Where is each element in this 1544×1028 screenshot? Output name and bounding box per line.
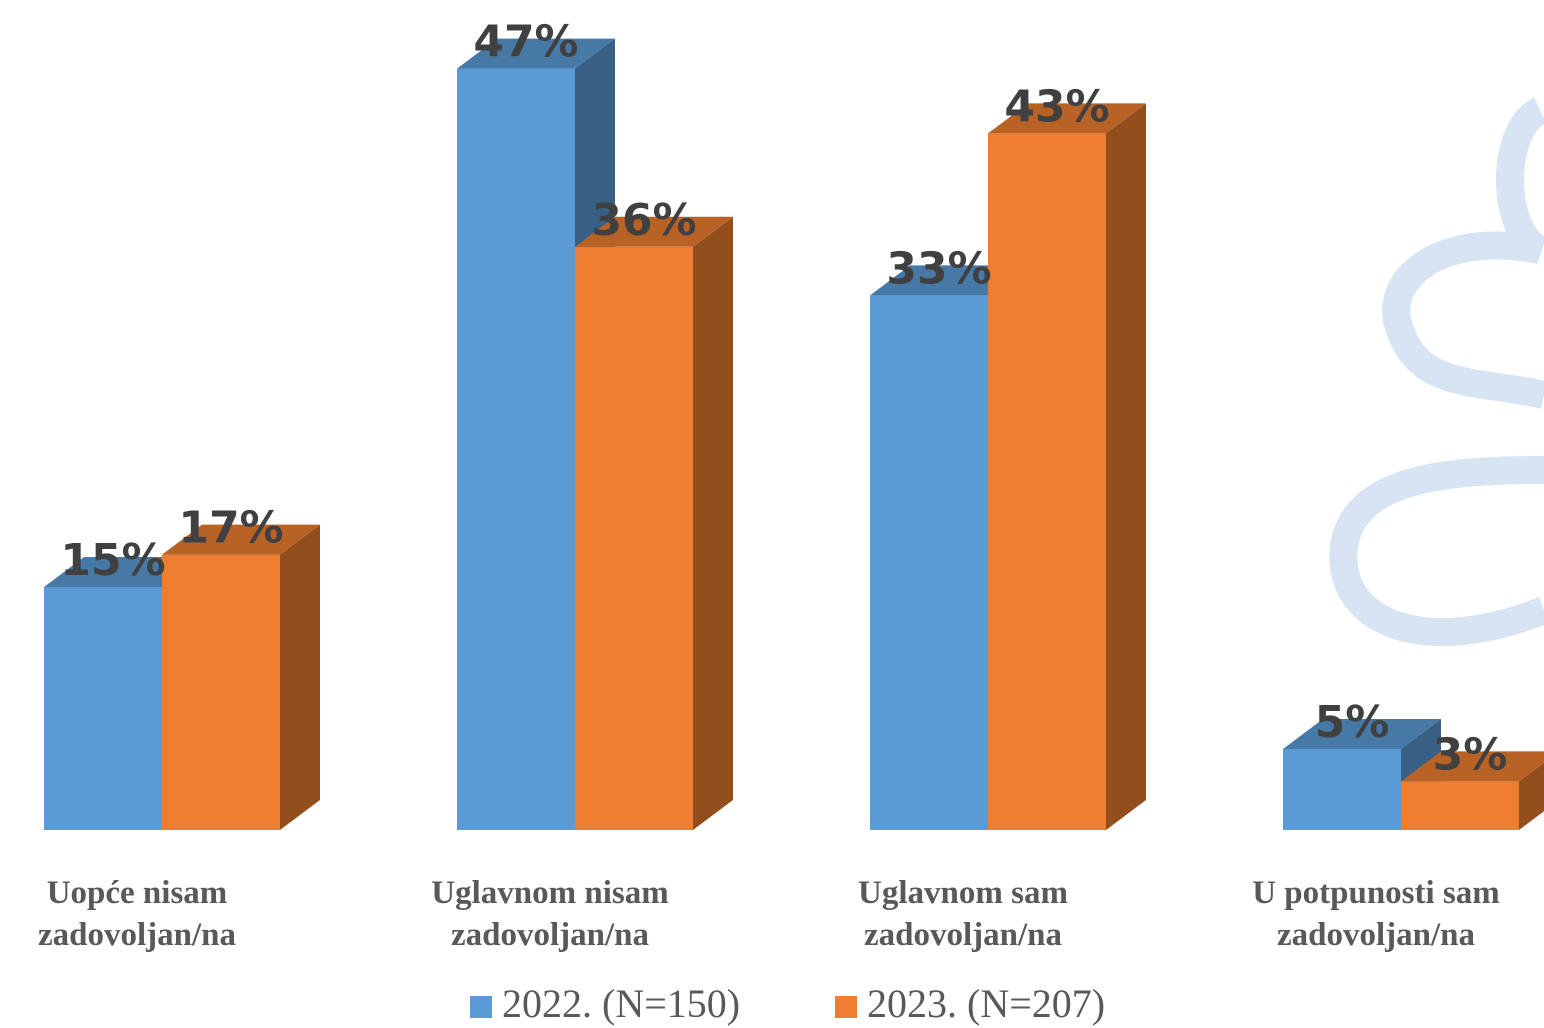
bar-top xyxy=(1283,719,1441,749)
value-label: 47% xyxy=(473,17,578,68)
bar xyxy=(988,133,1106,830)
bar-top xyxy=(575,216,733,247)
value-label: 43% xyxy=(1004,81,1109,132)
bar-side xyxy=(693,216,733,831)
value-label: 33% xyxy=(886,243,991,294)
bar xyxy=(457,68,575,831)
bar xyxy=(1401,781,1519,830)
value-label: 36% xyxy=(591,195,696,246)
x-tick-label: Uopće nisam zadovoljan/na xyxy=(37,875,237,953)
bar xyxy=(1283,749,1401,830)
x-tick-label: Uglavnom sam zadovoljan/na xyxy=(858,875,1068,953)
bar xyxy=(870,295,988,830)
value-label: 5% xyxy=(1315,697,1390,748)
bar-top xyxy=(1401,751,1544,782)
x-tick-label: U potpunosti sam zadovoljan/na xyxy=(1252,875,1500,953)
legend-label: 2022. (N=150) xyxy=(502,981,740,1026)
legend-swatch xyxy=(470,996,492,1018)
bar xyxy=(575,246,693,831)
legend-swatch xyxy=(835,996,857,1018)
value-label: 15% xyxy=(60,535,165,586)
legend-label: 2023. (N=207) xyxy=(867,981,1105,1026)
bar-side xyxy=(1106,103,1146,830)
x-tick-label: Uglavnom nisam zadovoljan/na xyxy=(431,875,669,953)
value-label: 3% xyxy=(1433,729,1508,780)
bar-top xyxy=(162,524,320,555)
value-label: 17% xyxy=(178,503,283,554)
bar-side xyxy=(280,524,320,830)
bar-side xyxy=(1519,762,1544,830)
bar xyxy=(44,587,162,830)
bar xyxy=(162,554,280,830)
bar-top xyxy=(988,103,1146,134)
decoration xyxy=(1329,97,1544,646)
bar-top xyxy=(457,38,615,69)
